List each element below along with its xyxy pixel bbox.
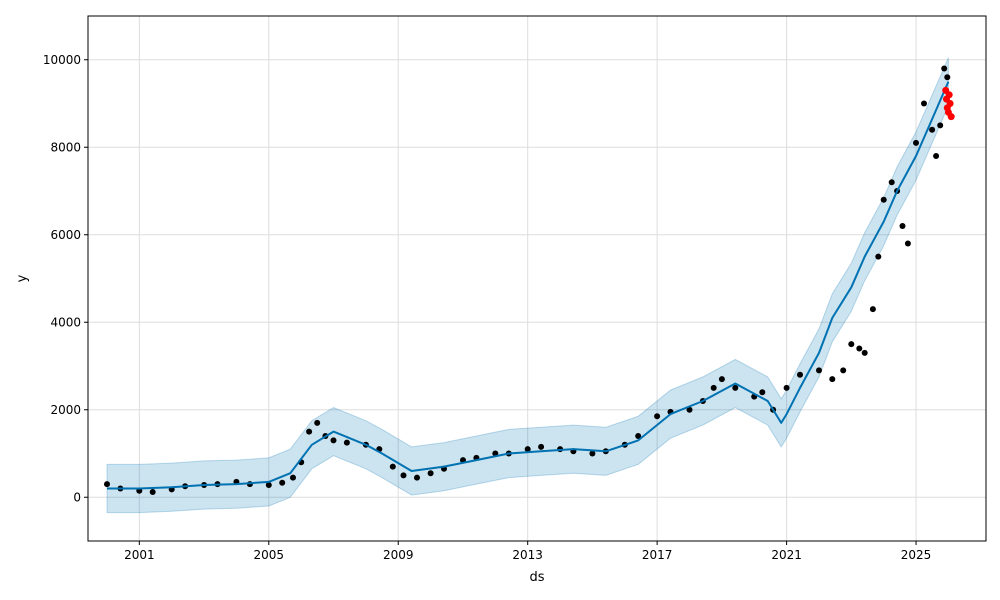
observed-point [686, 406, 693, 413]
y-tick-label: 4000 [50, 315, 81, 329]
observed-point [759, 389, 766, 396]
observed-point [933, 153, 940, 159]
y-axis-label: y [15, 274, 30, 282]
test-points-layer [942, 86, 955, 121]
y-tick-label: 8000 [50, 140, 81, 154]
observed-point [856, 345, 863, 352]
observed-point [929, 126, 936, 133]
observed-point [861, 349, 868, 356]
y-tick-label: 10000 [43, 53, 81, 67]
observed-point [921, 100, 927, 107]
observed-point [875, 253, 882, 260]
test-point [947, 113, 955, 121]
observed-point [538, 443, 545, 450]
observed-point [400, 472, 407, 479]
x-tick-label: 2025 [901, 548, 932, 562]
observed-point [635, 433, 642, 439]
observed-point [314, 419, 321, 426]
x-axis-label: ds [529, 570, 544, 585]
test-point [946, 100, 954, 107]
x-tick-label: 2001 [124, 548, 155, 562]
forecast-line-layer [107, 81, 950, 490]
observed-point [290, 474, 296, 481]
x-tick-label: 2005 [254, 548, 285, 562]
observed-point [654, 413, 661, 420]
observed-point [829, 376, 836, 383]
x-tick-label: 2017 [642, 548, 673, 562]
grid [88, 16, 986, 541]
observed-point [524, 446, 531, 453]
observed-point [848, 341, 855, 348]
forecast-line [107, 81, 950, 490]
observed-point [816, 367, 822, 374]
observed-point [414, 474, 420, 481]
observed-point [944, 74, 951, 81]
observed-point [389, 463, 396, 470]
observed-point [840, 367, 847, 374]
tick-layer: 0 2000 4000 6000 8000 10000 2001 2005 2009 2013 20… [43, 53, 932, 562]
observed-point [732, 384, 739, 391]
observed-point [718, 376, 725, 383]
observed-point [899, 223, 906, 229]
observed-point [104, 481, 110, 488]
plot-frame [87, 15, 987, 542]
observed-point [797, 371, 803, 378]
observed-point [904, 240, 911, 247]
observed-point [265, 482, 272, 488]
x-tick-label: 2013 [512, 548, 543, 562]
observed-point [880, 196, 887, 203]
observed-point [279, 479, 286, 486]
observed-point [306, 428, 313, 435]
y-tick-label: 2000 [50, 403, 81, 417]
y-tick-label: 6000 [50, 228, 81, 242]
observed-point [710, 384, 717, 391]
x-tick-label: 2021 [771, 548, 802, 562]
observed-point [427, 470, 434, 477]
observed-point [783, 384, 790, 391]
observed-point [330, 437, 337, 444]
observed-point [589, 450, 596, 457]
observed-point [149, 489, 156, 495]
observed-point [869, 306, 876, 313]
x-tick-label: 2009 [383, 548, 414, 562]
observed-point [343, 439, 350, 446]
y-tick-label: 0 [73, 490, 81, 504]
observed-point [913, 139, 919, 146]
observed-point [937, 122, 944, 129]
observed-point [888, 179, 895, 186]
observed-point [941, 65, 948, 72]
test-point [945, 91, 953, 99]
